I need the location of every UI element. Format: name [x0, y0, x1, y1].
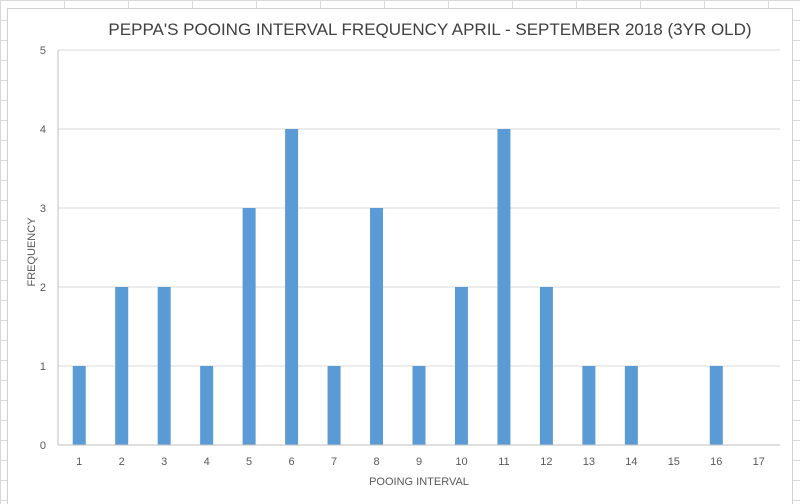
- bar: [285, 129, 299, 445]
- bar: [200, 366, 214, 445]
- bar: [582, 366, 596, 445]
- x-tick-label: 5: [246, 456, 252, 468]
- x-tick-labels: 1 2 3 4 5 6 7 8 9 10 11 12 13 14 15 16 17: [76, 456, 765, 468]
- bar: [370, 208, 384, 445]
- x-tick-label: 15: [668, 456, 680, 468]
- bar: [157, 287, 171, 445]
- x-axis-label: POOING INTERVAL: [369, 476, 469, 488]
- bar: [539, 287, 553, 445]
- x-tick-label: 10: [455, 456, 467, 468]
- x-tick-label: 2: [119, 456, 125, 468]
- bar: [624, 366, 638, 445]
- y-tick-label: 2: [40, 282, 46, 294]
- bar: [115, 287, 129, 445]
- y-tick-label: 3: [40, 203, 46, 215]
- x-tick-label: 4: [204, 456, 210, 468]
- bars: [72, 129, 723, 445]
- bar: [72, 366, 86, 445]
- x-tick-label: 16: [710, 456, 722, 468]
- x-tick-label: 1: [76, 456, 82, 468]
- x-tick-label: 3: [161, 456, 167, 468]
- y-tick-label: 1: [40, 361, 46, 373]
- x-tick-label: 14: [625, 456, 637, 468]
- x-tick-label: 6: [289, 456, 295, 468]
- bar: [242, 208, 256, 445]
- x-tick-label: 8: [373, 456, 379, 468]
- x-tick-label: 12: [540, 456, 552, 468]
- y-tick-label: 0: [40, 440, 46, 452]
- bar: [327, 366, 341, 445]
- y-tick-label: 4: [40, 124, 46, 136]
- y-tick-labels: 0 1 2 3 4 5: [40, 45, 46, 452]
- x-tick-label: 7: [331, 456, 337, 468]
- x-tick-label: 11: [498, 456, 509, 468]
- bar: [497, 129, 511, 445]
- bar: [709, 366, 723, 445]
- chart-area: [7, 8, 793, 504]
- x-tick-label: 13: [583, 456, 595, 468]
- bar: [412, 366, 426, 445]
- x-tick-label: 17: [753, 456, 765, 468]
- x-tick-label: 9: [416, 456, 422, 468]
- y-tick-label: 5: [40, 45, 46, 57]
- chart-title: PEPPA'S POOING INTERVAL FREQUENCY APRIL …: [108, 20, 752, 39]
- y-axis-label: FREQUENCY: [26, 217, 38, 287]
- bar: [454, 287, 468, 445]
